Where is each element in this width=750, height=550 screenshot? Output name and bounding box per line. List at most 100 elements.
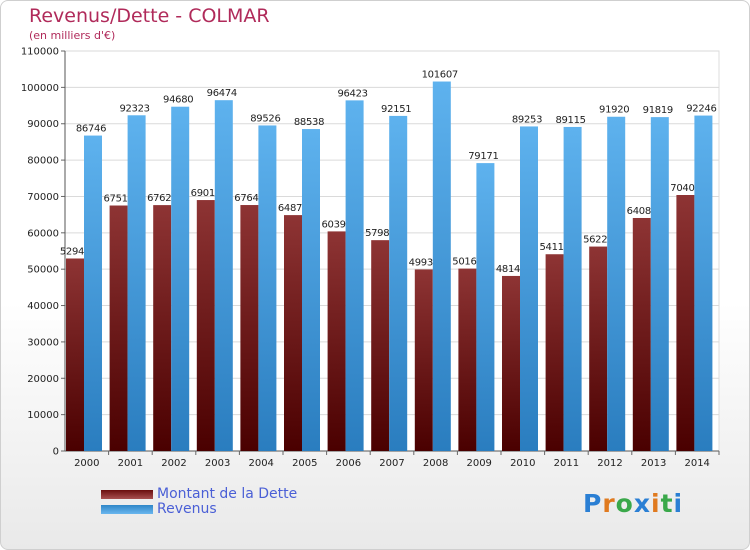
data-label-dette: 5622 <box>583 235 607 246</box>
bar-revenus <box>127 115 146 451</box>
bar-revenus <box>432 81 451 452</box>
data-label-dette: 5294 <box>60 246 84 257</box>
logo-letter: t <box>660 489 674 518</box>
data-label-revenus: 79171 <box>468 151 498 162</box>
bar-dette <box>545 254 564 451</box>
logo-letter: i <box>651 489 661 518</box>
x-tick-label: 2000 <box>74 458 99 469</box>
x-tick-label: 2012 <box>597 458 622 469</box>
data-label-revenus: 101607 <box>422 70 458 81</box>
data-label-dette: 4814 <box>496 264 520 275</box>
bar-revenus <box>520 126 538 451</box>
bar-dette <box>589 246 608 451</box>
logo-letter: P <box>583 489 603 518</box>
x-tick-label: 2014 <box>684 458 709 469</box>
legend-label-dette: Montant de la Dette <box>157 486 298 502</box>
x-tick-label: 2004 <box>248 458 273 469</box>
x-tick-label: 2013 <box>641 458 666 469</box>
bar-dette <box>676 195 695 451</box>
x-tick-label: 2002 <box>161 458 186 469</box>
bar-revenus <box>650 117 669 451</box>
bar-revenus <box>84 135 102 451</box>
bar-revenus <box>563 126 582 451</box>
x-tick-label: 2006 <box>336 458 361 469</box>
data-label-dette: 6764 <box>234 193 258 204</box>
data-label-revenus: 89115 <box>555 115 585 126</box>
data-label-revenus: 96474 <box>207 88 237 99</box>
data-label-dette: 6751 <box>103 194 127 205</box>
bar-dette <box>327 231 346 451</box>
logo-letter: x <box>633 489 651 518</box>
data-label-revenus: 89253 <box>512 114 542 125</box>
legend-swatch-revenus <box>101 505 153 514</box>
y-tick-label: 40000 <box>27 301 59 312</box>
x-tick-label: 2003 <box>205 458 230 469</box>
data-label-revenus: 92151 <box>381 104 411 115</box>
proxiti-logo: Proxiti <box>583 489 683 518</box>
y-tick-label: 10000 <box>27 410 59 421</box>
data-label-dette: 5798 <box>365 228 389 239</box>
bar-revenus <box>345 100 364 451</box>
logo-letter: o <box>615 489 634 518</box>
x-tick-label: 2011 <box>554 458 579 469</box>
bar-dette <box>458 268 477 451</box>
bar-dette <box>240 205 259 451</box>
y-tick-label: 80000 <box>27 156 59 167</box>
data-label-dette: 6039 <box>321 219 345 230</box>
bar-revenus <box>607 116 626 451</box>
bar-dette <box>414 269 433 451</box>
bar-revenus <box>214 100 233 451</box>
data-label-dette: 6408 <box>627 206 651 217</box>
y-tick-label: 60000 <box>27 228 59 239</box>
data-label-dette: 5016 <box>452 257 476 268</box>
y-tick-label: 30000 <box>27 337 59 348</box>
bar-dette <box>371 240 390 451</box>
bar-dette <box>502 275 520 451</box>
logo-letter: i <box>673 489 684 518</box>
y-tick-label: 0 <box>53 447 59 458</box>
y-tick-label: 110000 <box>21 47 59 58</box>
y-tick-label: 50000 <box>27 265 59 276</box>
data-label-revenus: 86746 <box>76 124 106 135</box>
x-tick-label: 2009 <box>466 458 491 469</box>
data-label-dette: 6762 <box>147 193 171 204</box>
chart-title: Revenus/Dette - COLMAR <box>29 5 270 27</box>
data-label-dette: 5411 <box>539 242 563 253</box>
x-tick-label: 2008 <box>423 458 448 469</box>
data-label-dette: 7040 <box>670 183 694 194</box>
logo-letter: r <box>602 489 616 518</box>
bar-dette <box>109 205 128 451</box>
bar-dette <box>632 217 651 451</box>
data-label-revenus: 88538 <box>294 117 324 128</box>
data-label-dette: 4993 <box>409 257 433 268</box>
bar-revenus <box>389 115 408 451</box>
bar-revenus <box>171 106 190 451</box>
data-label-revenus: 94680 <box>163 95 193 106</box>
y-tick-label: 100000 <box>21 83 59 94</box>
data-label-dette: 6487 <box>278 203 302 214</box>
bar-dette <box>284 215 302 451</box>
bar-revenus <box>694 115 713 451</box>
y-tick-label: 20000 <box>27 374 59 385</box>
x-tick-label: 2001 <box>118 458 143 469</box>
data-label-revenus: 89526 <box>250 113 280 124</box>
data-label-revenus: 91819 <box>643 105 673 116</box>
legend-label-revenus: Revenus <box>157 501 217 517</box>
x-tick-label: 2010 <box>510 458 535 469</box>
legend-swatch-dette <box>101 490 153 499</box>
y-tick-label: 70000 <box>27 192 59 203</box>
data-label-revenus: 92246 <box>686 104 716 115</box>
bar-revenus <box>258 125 277 451</box>
data-label-revenus: 92323 <box>119 103 149 114</box>
bar-dette <box>196 200 215 451</box>
y-tick-label: 90000 <box>27 119 59 130</box>
bar-dette <box>66 258 84 451</box>
data-label-revenus: 96423 <box>337 88 367 99</box>
bar-revenus <box>302 129 320 451</box>
bar-revenus <box>476 163 495 451</box>
chart-subtitle: (en milliers d'€) <box>29 29 116 42</box>
data-label-dette: 6901 <box>191 188 215 199</box>
x-tick-label: 2005 <box>292 458 317 469</box>
